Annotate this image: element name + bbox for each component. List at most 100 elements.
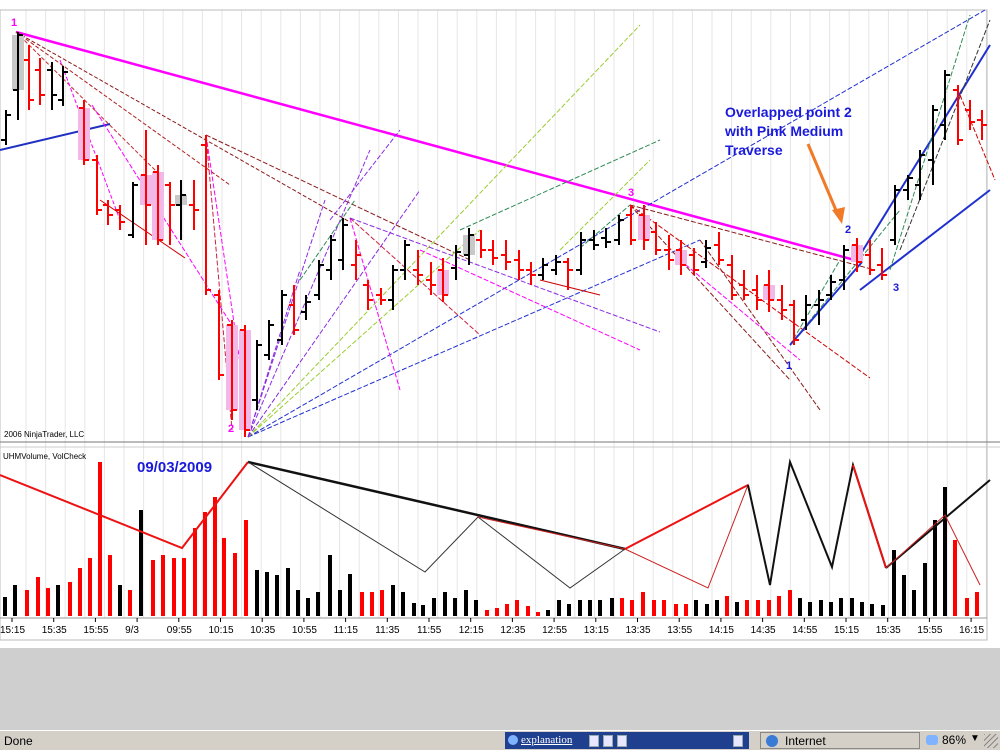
x-tick-label: 13:15 [584,625,609,636]
volume-bar [860,602,864,616]
tray-icon[interactable] [589,735,599,747]
volume-bar [902,575,906,616]
status-text: Done [4,734,33,748]
point-label-1-right: 1 [786,360,792,372]
tray-icon[interactable] [603,735,613,747]
volume-bar [296,590,300,616]
volume-bar [391,585,395,616]
x-axis-labels: 15:15 15:35 15:55 9/3 09:55 10:15 10:35 10:55 11… [0,618,985,636]
annotation-arrow [806,143,845,224]
globe-icon [508,735,518,745]
volume-bar [412,603,416,616]
point-label-3-right: 3 [893,282,899,294]
volume-bar [850,598,854,616]
x-tick-label: 12:35 [500,625,525,636]
volume-bar [567,604,571,616]
price-chart[interactable]: 15:15 15:35 15:55 9/3 09:55 10:15 10:35 10:55 11… [0,0,1000,648]
annotation-line-3: Traverse [725,142,783,158]
x-tick-label: 12:15 [459,625,484,636]
explanation-link-label[interactable]: explanation [521,734,573,746]
volume-bar [360,592,364,616]
trend-lines [0,9,996,438]
copyright-label: 2006 NinjaTrader, LLC [4,430,84,439]
volume-bar [275,575,279,616]
volume-bar [370,592,374,616]
volume-bar [495,608,499,616]
volume-bar [684,604,688,616]
volume-bar [674,604,678,616]
tray-icon[interactable] [733,735,743,747]
volume-bar [25,590,29,616]
tray-icon[interactable] [617,735,627,747]
annotation-line-2: with Pink Medium [724,123,843,139]
volume-zigzag [0,458,991,589]
explanation-link[interactable]: explanation [505,732,749,749]
volume-bar [777,596,781,616]
volume-bar [610,598,614,616]
x-tick-label: 15:15 [0,625,25,636]
internet-globe-icon [766,735,778,747]
x-tick-label: 15:35 [42,625,67,636]
chart-window[interactable]: 15:15 15:35 15:55 9/3 09:55 10:15 10:35 10:55 11… [0,0,1000,648]
volume-bar [620,598,624,616]
volume-bar [588,600,592,616]
zoom-icon [926,735,938,745]
zoom-level[interactable]: 86% [942,733,967,747]
x-tick-label: 15:35 [876,625,901,636]
volume-bar [108,555,112,616]
volume-bar [870,604,874,616]
volume-bar [265,572,269,616]
volume-bar [244,520,248,616]
price-bars [1,32,987,437]
volume-bar [348,574,352,616]
volume-bar [316,592,320,616]
zone-label: Internet [785,734,826,748]
volume-bar [652,600,656,616]
volume-bar [767,600,771,616]
x-tick-label: 15:15 [834,625,859,636]
x-tick-label: 16:15 [959,625,984,636]
volume-bar [172,558,176,616]
volume-bar [443,592,447,616]
zoom-control[interactable]: 86% ▼ [920,732,1000,749]
volume-bar [641,592,645,616]
volume-bar [788,590,792,616]
volume-bar [829,602,833,616]
volume-bar [306,598,310,616]
vertical-gridlines [25,10,987,618]
annotation-text: Overlapped point 2 with Pink Medium Trav… [724,104,852,158]
volume-bar [13,585,17,616]
x-tick-label: 15:55 [83,625,108,636]
volume-bar [975,592,979,616]
point-label-3: 3 [628,187,634,199]
volume-bar [255,570,259,616]
volume-bar [808,602,812,616]
volume-bar [401,592,405,616]
volume-bar [505,604,509,616]
volume-bar [151,560,155,616]
volume-bar [56,585,60,616]
security-zone[interactable]: Internet [760,732,920,749]
x-tick-label: 15:55 [917,625,942,636]
volume-bar [68,582,72,616]
x-tick-label: 11:15 [334,625,359,636]
volume-bar [526,606,530,616]
volume-bar [421,605,425,616]
x-tick-label: 14:15 [709,625,734,636]
resize-grip[interactable] [984,734,998,748]
volume-bar [328,555,332,616]
volume-bar [98,462,102,616]
chevron-down-icon[interactable]: ▼ [970,733,980,744]
date-label: 09/03/2009 [137,459,212,476]
volume-bar [213,497,217,616]
volume-bar [193,528,197,616]
x-tick-label: 10:15 [209,625,234,636]
volume-bar [453,598,457,616]
volume-bar [557,600,561,616]
volume-bar [923,563,927,616]
volume-bar [839,598,843,616]
x-tick-label: 13:55 [667,625,692,636]
volume-bar [286,568,290,616]
volume-bar [715,600,719,616]
annotation-line-1: Overlapped point 2 [725,104,852,120]
